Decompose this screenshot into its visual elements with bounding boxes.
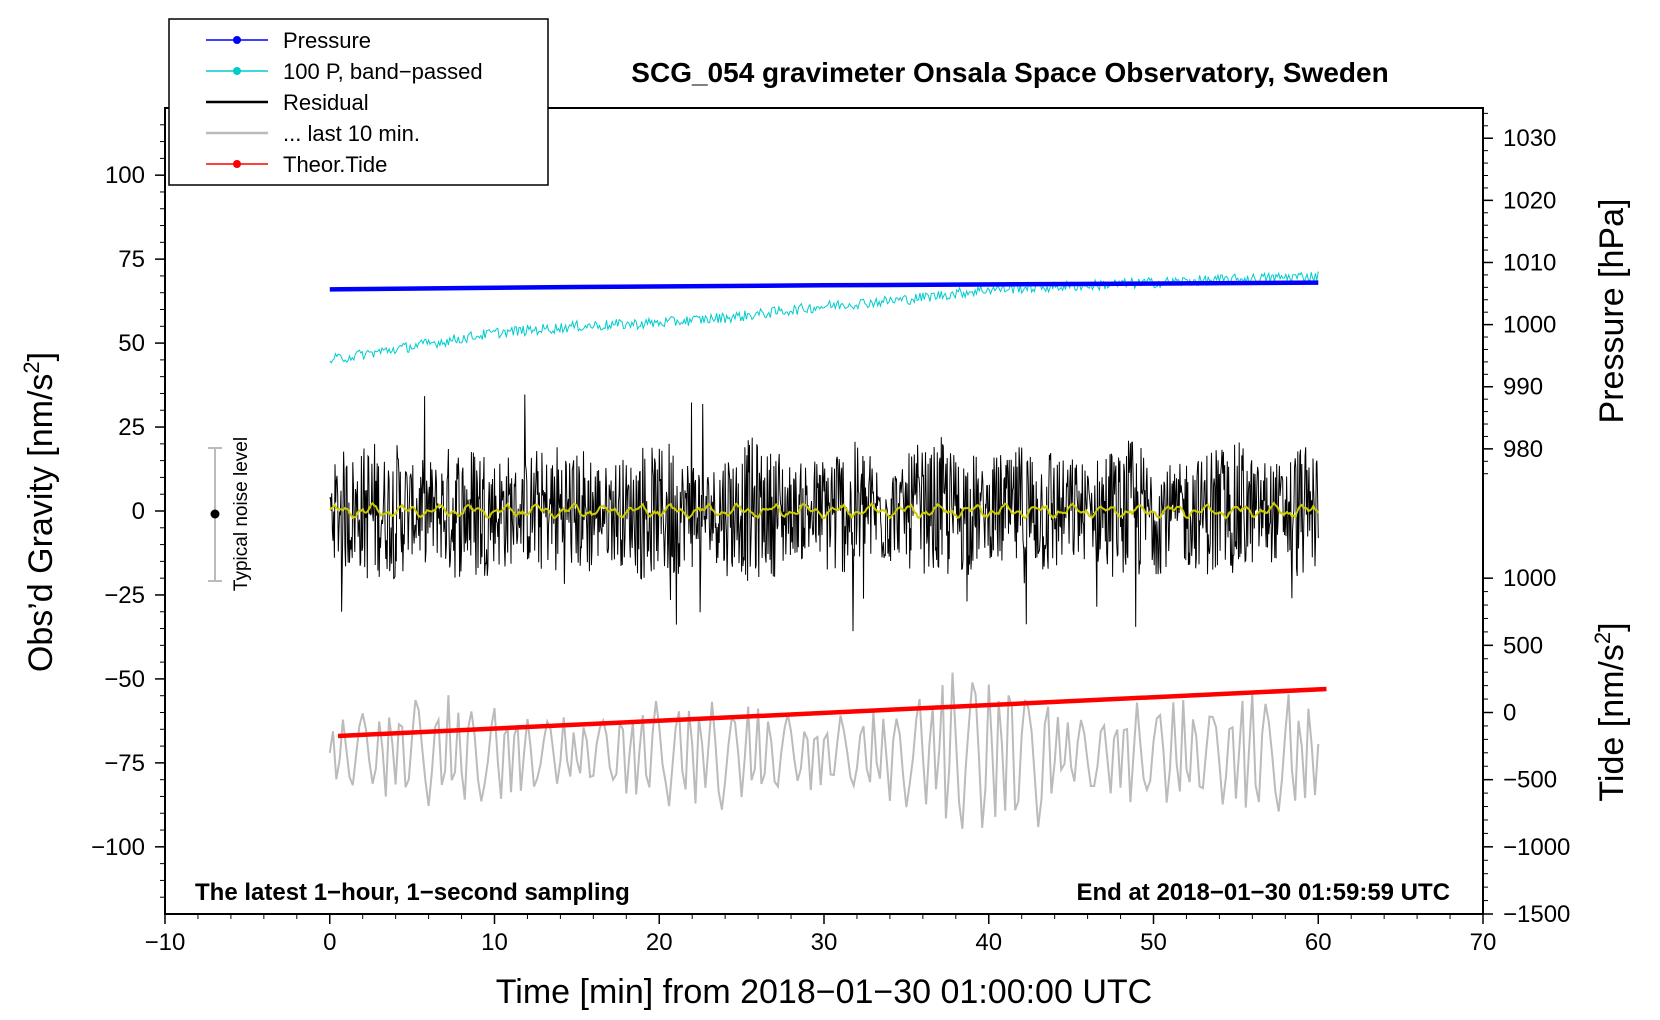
series-pressure [329, 280, 1319, 292]
x-tick-label: 0 [323, 929, 336, 956]
y-left-tick-label: −100 [91, 834, 145, 861]
y-left-tick-label: 75 [118, 246, 145, 273]
legend-label-theor-tide: Theor.Tide [283, 152, 387, 177]
legend-entry-pressure: Pressure [206, 28, 371, 53]
y-axis-title-left-main: Obs’d Gravity [nm/s [22, 374, 60, 673]
series-theor-tide [337, 686, 1327, 739]
legend-entry-theor-tide: Theor.Tide [206, 152, 387, 177]
series-layer [328, 271, 1327, 829]
noise-center-dot [210, 509, 220, 519]
legend: Pressure 100 P, band−passed Residual ...… [168, 18, 549, 186]
legend-marker-band-passed [233, 67, 241, 75]
annotation-sampling: The latest 1−hour, 1−second sampling [195, 879, 630, 906]
legend-entry-band-passed: 100 P, band−passed [206, 59, 483, 84]
y-axis-title-left-sup: 2 [19, 361, 44, 373]
y-left-tick-label: −75 [104, 750, 145, 777]
y-axis-title-tide-end: ] [1593, 622, 1631, 631]
y-left-tick-label: 100 [105, 162, 145, 189]
y-left-tick-label: 50 [118, 330, 145, 357]
noise-level-label: Typical noise level [231, 437, 252, 591]
series-last-10-min [328, 672, 1320, 829]
legend-marker-pressure [233, 36, 241, 44]
legend-label-pressure: Pressure [283, 28, 371, 53]
tide-tick-label: −1000 [1503, 834, 1570, 861]
y-left-tick-label: −50 [104, 666, 145, 693]
x-tick-label: 30 [811, 929, 838, 956]
x-tick-label: 40 [975, 929, 1002, 956]
legend-label-last-10-min: ... last 10 min. [283, 121, 420, 146]
legend-marker-theor-tide [233, 160, 241, 168]
legend-entry-residual: Residual [206, 90, 369, 115]
y-axis-title-tide: Tide [nm/s2] [1590, 622, 1631, 801]
tide-tick-label: 0 [1503, 700, 1516, 727]
tide-tick-label: −1500 [1503, 901, 1570, 928]
pressure-tick-label: 990 [1503, 374, 1543, 401]
pressure-tick-label: 1020 [1503, 187, 1556, 214]
tide-tick-label: −500 [1503, 767, 1557, 794]
noise-level-marker: Typical noise level [208, 437, 252, 591]
legend-entry-last-10-min: ... last 10 min. [206, 121, 420, 146]
chart-title: SCG_054 gravimeter Onsala Space Observat… [631, 57, 1388, 88]
y-left-tick-label: 0 [132, 498, 145, 525]
y-axis-title-tide-sup: 2 [1590, 632, 1615, 644]
series-residual-smoothed [329, 501, 1320, 520]
ticks-layer: −10 0 10 20 30 40 50 60 701007550250−25−50−75−10… [91, 112, 1570, 956]
x-tick-label: 50 [1140, 929, 1167, 956]
x-tick-label: 20 [646, 929, 673, 956]
pressure-tick-label: 1010 [1503, 249, 1556, 276]
y-axis-title-left-end: ] [22, 352, 60, 361]
series-residual [329, 394, 1319, 632]
tide-tick-label: 500 [1503, 632, 1543, 659]
tide-tick-label: 1000 [1503, 565, 1556, 592]
y-axis-title-tide-main: Tide [nm/s [1593, 644, 1631, 801]
y-axis-title-left: Obs’d Gravity [nm/s2] [19, 352, 60, 672]
legend-label-band-passed: 100 P, band−passed [283, 59, 483, 84]
annotation-end-time: End at 2018−01−30 01:59:59 UTC [1076, 879, 1450, 906]
legend-label-residual: Residual [283, 90, 369, 115]
pressure-tick-label: 980 [1503, 436, 1543, 463]
pressure-tick-label: 1030 [1503, 125, 1556, 152]
y-left-tick-label: −25 [104, 582, 145, 609]
x-tick-label: 70 [1470, 929, 1497, 956]
x-axis-title: Time [min] from 2018−01−30 01:00:00 UTC [496, 973, 1152, 1011]
x-tick-label: 60 [1305, 929, 1332, 956]
x-tick-label: −10 [145, 929, 186, 956]
x-tick-label: 10 [481, 929, 508, 956]
pressure-tick-label: 1000 [1503, 312, 1556, 339]
y-left-tick-label: 25 [118, 414, 145, 441]
y-axis-title-pressure: Pressure [hPa] [1593, 199, 1631, 424]
